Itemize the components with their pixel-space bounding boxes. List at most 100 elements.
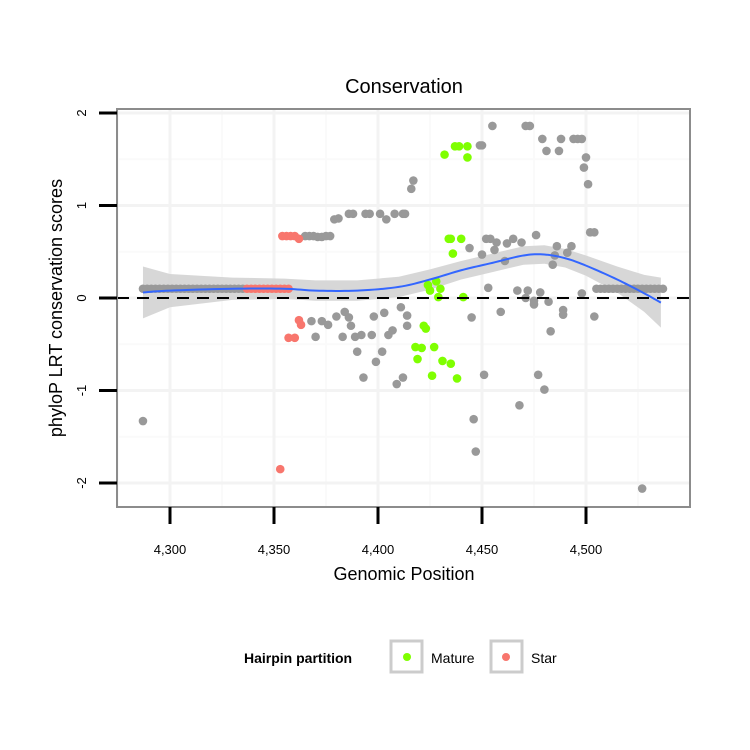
point-other — [323, 320, 333, 330]
point-other — [477, 250, 487, 259]
point-star — [296, 320, 306, 330]
point-other — [138, 416, 148, 426]
y-tick-label: -1 — [74, 385, 89, 397]
point-other — [392, 379, 402, 389]
point-other — [548, 260, 558, 270]
legend-key-star — [489, 639, 524, 674]
point-other — [540, 385, 549, 394]
point-other — [348, 209, 358, 219]
point-other — [375, 209, 385, 219]
point-other — [317, 316, 327, 326]
point-other — [577, 134, 587, 144]
point-mature — [438, 356, 447, 366]
point-mature — [452, 374, 462, 383]
point-other — [508, 234, 518, 244]
y-tick-label: 2 — [74, 109, 89, 116]
point-other — [477, 141, 487, 150]
point-other — [379, 308, 389, 318]
point-other — [307, 316, 316, 326]
x-tick-label: 4,350 — [258, 542, 291, 557]
point-other — [515, 401, 524, 410]
y-tick-label: 1 — [74, 202, 89, 209]
point-other — [369, 312, 379, 321]
point-other — [352, 347, 362, 356]
point-mature — [446, 359, 456, 368]
plot-border — [116, 108, 691, 508]
point-other — [538, 134, 547, 144]
x-tick-label: 4,400 — [362, 542, 395, 557]
point-other — [513, 286, 522, 295]
point-other — [365, 209, 374, 219]
point-other — [490, 245, 499, 255]
point-other — [637, 484, 647, 493]
point-other — [359, 373, 368, 382]
point-mature — [417, 343, 426, 353]
point-other — [338, 332, 347, 342]
y-axis-label: phyloP LRT conservation scores — [46, 179, 66, 437]
point-other — [579, 163, 589, 172]
point-mature — [421, 324, 431, 333]
point-other — [371, 357, 381, 367]
legend: Hairpin partition Mature Star — [244, 639, 557, 674]
point-other — [483, 283, 493, 293]
point-other — [388, 326, 397, 335]
point-other — [577, 289, 587, 298]
point-other — [590, 228, 599, 237]
point-mature — [448, 249, 458, 258]
point-mature — [463, 142, 472, 151]
legend-label-star: Star — [531, 650, 557, 666]
point-other — [535, 288, 545, 297]
point-other — [382, 215, 391, 224]
x-axis-label: Genomic Position — [333, 564, 474, 584]
point-other — [492, 238, 501, 247]
point-other — [546, 327, 555, 336]
point-other — [488, 121, 497, 131]
x-tick-label: 4,450 — [466, 542, 499, 557]
point-mature — [427, 371, 437, 381]
point-mature — [456, 234, 466, 244]
point-other — [390, 209, 399, 219]
point-other — [658, 284, 668, 294]
point-other — [558, 310, 568, 319]
point-star — [294, 234, 304, 244]
point-mature — [413, 354, 422, 364]
point-other — [469, 414, 478, 424]
legend-title: Hairpin partition — [244, 650, 352, 666]
point-star — [284, 333, 293, 343]
point-other — [556, 134, 566, 144]
point-other — [552, 241, 562, 251]
point-other — [517, 238, 526, 247]
point-mature — [463, 153, 472, 162]
point-other — [486, 234, 495, 244]
point-mature — [425, 286, 435, 295]
point-star — [275, 464, 285, 474]
axis-ticks: 4,300 4,350 4,400 4,450 4,500 2 1 0 -1 -2 — [74, 109, 602, 557]
point-other — [367, 330, 377, 340]
point-mature — [429, 342, 439, 352]
point-mature — [440, 150, 449, 159]
point-other — [402, 311, 412, 320]
point-other — [590, 312, 599, 321]
x-tick-label: 4,500 — [570, 542, 603, 557]
point-other — [502, 239, 512, 248]
point-other — [479, 370, 489, 380]
point-other — [400, 209, 410, 219]
y-tick-label: -2 — [74, 477, 89, 489]
point-star — [290, 333, 300, 343]
point-other — [562, 248, 572, 257]
point-other — [523, 286, 533, 295]
point-other — [496, 307, 506, 317]
point-other — [581, 153, 591, 162]
point-other — [465, 243, 474, 253]
point-other — [542, 146, 551, 156]
point-other — [467, 313, 476, 322]
point-other — [377, 347, 387, 356]
point-other — [344, 313, 354, 322]
point-other — [396, 302, 406, 312]
x-tick-label: 4,300 — [154, 542, 187, 557]
point-other — [529, 300, 539, 309]
smooth-trend-line — [142, 253, 662, 304]
point-other — [533, 370, 543, 380]
point-other — [471, 447, 481, 456]
point-other — [402, 321, 412, 331]
